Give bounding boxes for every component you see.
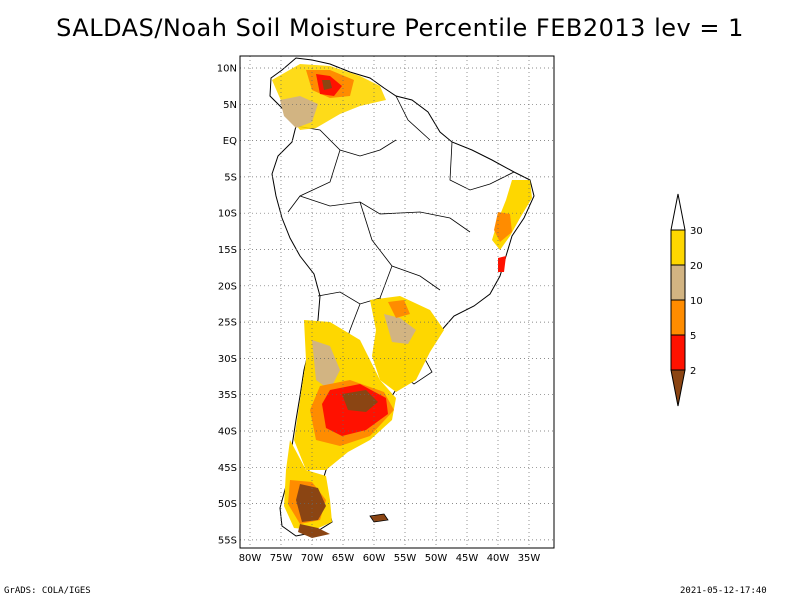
shade-pat-brown (296, 484, 326, 522)
lon-tick-label: 80W (239, 553, 262, 564)
map-panel: 10N5NEQ5S10S15S20S25S30S35S40S45S50S55S … (217, 55, 555, 564)
gridlines (240, 56, 554, 548)
lat-tick-label: 5S (224, 172, 237, 183)
shade-ne-orange (494, 212, 512, 242)
colorbar-label-20: 20 (690, 261, 703, 272)
shade-fuegian-brown (298, 524, 330, 538)
colorbar: 30 20 10 5 2 (670, 193, 703, 407)
lon-tick-label: 35W (518, 553, 541, 564)
lon-tick-label: 65W (332, 553, 355, 564)
colorbar-label-10: 10 (690, 296, 703, 307)
map-frame (239, 55, 555, 549)
shade-arg-brown (342, 390, 378, 412)
shade-north-brown (322, 80, 332, 90)
colorbar-segment-10-20 (670, 264, 686, 301)
shade-south-tan (384, 314, 416, 344)
shade-arg-tan (312, 340, 340, 390)
lat-tick-label: 50S (218, 499, 237, 510)
lat-tick-label: 45S (218, 463, 237, 474)
footer-timestamp: 2021-05-12-17:40 (680, 586, 767, 596)
lat-tick-label: 5N (223, 100, 237, 111)
lon-tick-label: 45W (456, 553, 479, 564)
colorbar-segment-2-5 (670, 334, 686, 371)
colorbar-segment-5-10 (670, 299, 686, 336)
lon-tick-labels: 80W 75W 70W 65W 60W 55W 50W 45W 40W 35W (239, 553, 541, 564)
lon-tick-label: 55W (394, 553, 417, 564)
lat-tick-label: 25S (218, 318, 237, 329)
lon-tick-label: 40W (487, 553, 510, 564)
lat-tick-label: 10N (217, 64, 237, 75)
lat-tick-label: 20S (218, 281, 237, 292)
footer-credit: GrADS: COLA/IGES (4, 586, 91, 596)
lat-tick-label: 35S (218, 390, 237, 401)
lat-tick-label: EQ (223, 136, 237, 147)
colorbar-label-2: 2 (690, 366, 696, 377)
lat-tick-label: 15S (218, 245, 237, 256)
lon-tick-label: 75W (270, 553, 293, 564)
colorbar-segment-20-30 (670, 229, 686, 266)
map-title: SALDAS/Noah Soil Moisture Percentile FEB… (56, 14, 744, 42)
falkland-islands (369, 513, 389, 523)
lat-tick-label: 40S (218, 427, 237, 438)
colorbar-label-30: 30 (690, 226, 703, 237)
lon-tick-label: 70W (301, 553, 324, 564)
lat-tick-label: 55S (218, 535, 237, 546)
lon-tick-label: 60W (363, 553, 386, 564)
lat-tick-label: 30S (218, 354, 237, 365)
lat-tick-labels: 10N 5N EQ 5S 10S 15S 20S 25S 30S 35S 40S 45S 50S 55S (217, 64, 237, 547)
lat-tick-label: 10S (218, 209, 237, 220)
shade-ne-red (498, 256, 506, 272)
shade-south-orange (388, 300, 410, 318)
colorbar-label-5: 5 (690, 331, 696, 342)
colorbar-bottom-arrow (670, 369, 686, 407)
lon-tick-label: 50W (425, 553, 448, 564)
colorbar-top-arrow (670, 193, 686, 231)
